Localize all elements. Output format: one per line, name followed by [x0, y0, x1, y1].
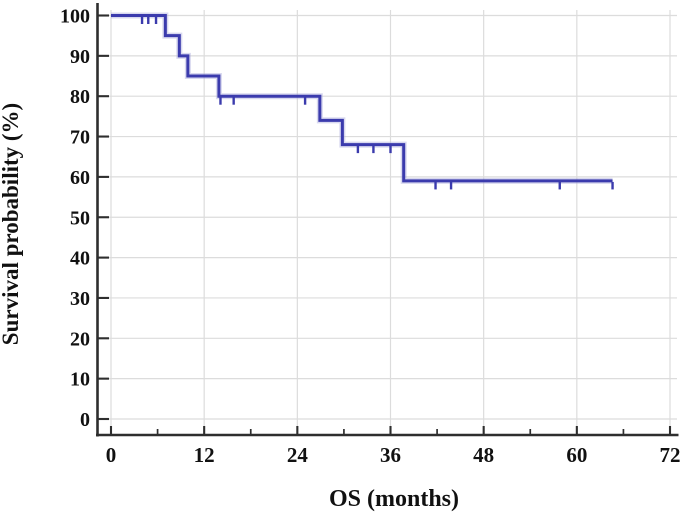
- y-tick-label: 50: [70, 207, 90, 229]
- survival-curve-halo: [111, 12, 613, 184]
- y-tick-label: 70: [70, 127, 90, 149]
- y-tick-label: 90: [70, 46, 90, 68]
- y-tick-label: 0: [80, 409, 90, 431]
- x-tick-label: 60: [566, 443, 587, 467]
- survival-curve-layer: [111, 12, 614, 190]
- x-tick-label: 48: [473, 443, 494, 467]
- axes: [96, 3, 679, 437]
- y-tick-label: 80: [70, 86, 90, 108]
- y-axis-label: Survival probability (%): [0, 103, 23, 345]
- x-tick-label: 24: [287, 443, 309, 467]
- x-tick-label: 72: [660, 443, 681, 467]
- gridlines: [98, 10, 677, 434]
- y-tick-label: 20: [70, 328, 90, 350]
- x-tick-label: 36: [380, 443, 401, 467]
- x-tick-label: 12: [194, 443, 215, 467]
- tick-labels: 0 10 20 30 40 50 60 70 80 90 100 0 12 24 36 48 60 72: [60, 6, 681, 468]
- survival-curve: [111, 14, 613, 183]
- x-axis-label: OS (months): [329, 486, 459, 512]
- y-tick-label: 40: [70, 248, 90, 270]
- x-tick-label: 0: [106, 443, 117, 467]
- y-tick-label: 30: [70, 288, 90, 310]
- y-tick-label: 60: [70, 167, 90, 189]
- y-tick-label: 100: [60, 6, 90, 28]
- y-tick-label: 10: [70, 369, 90, 391]
